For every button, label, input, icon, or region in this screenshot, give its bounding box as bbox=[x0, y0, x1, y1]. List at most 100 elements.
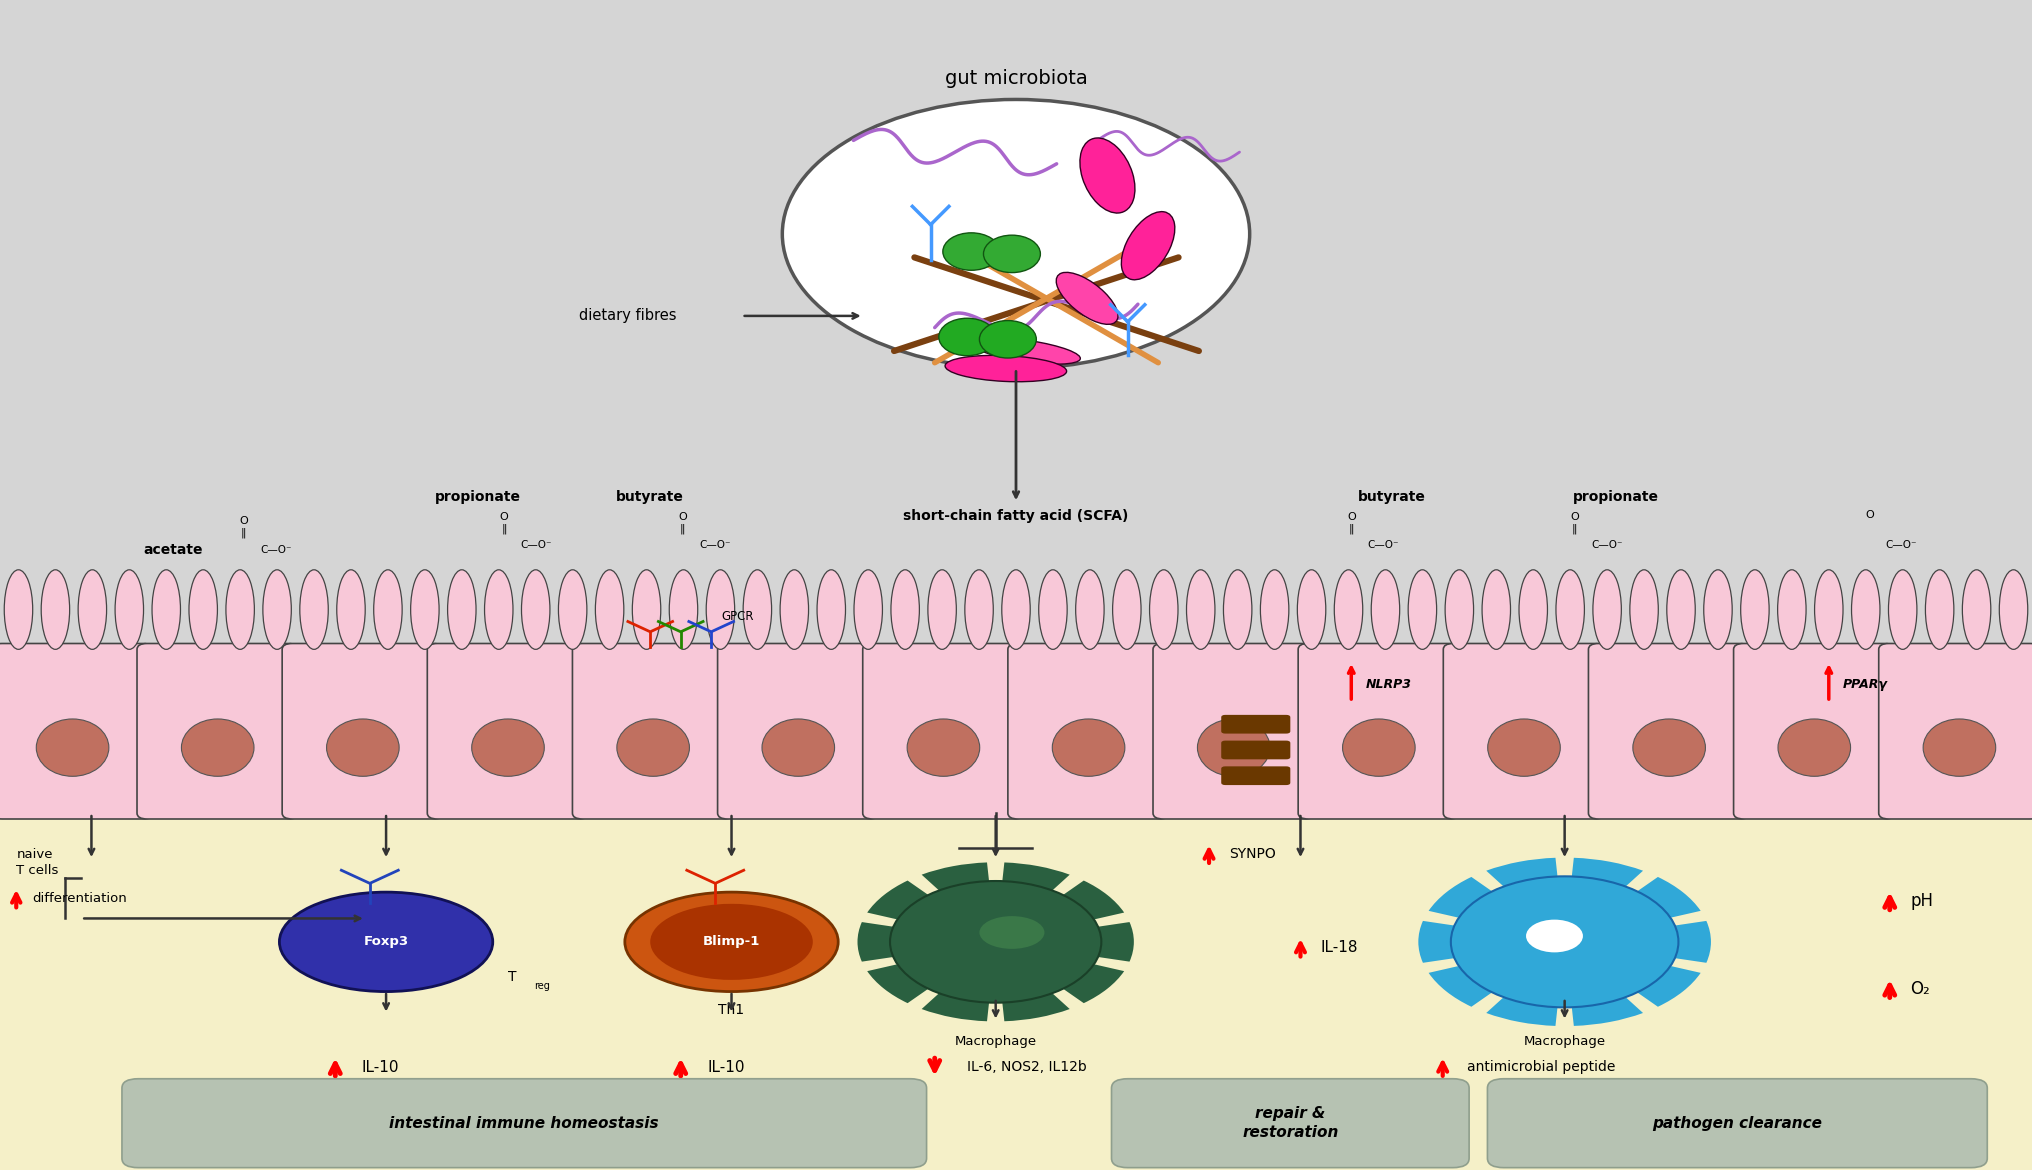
Text: butyrate: butyrate bbox=[1357, 490, 1426, 504]
Ellipse shape bbox=[1922, 718, 1995, 777]
Ellipse shape bbox=[744, 570, 772, 649]
Ellipse shape bbox=[1002, 570, 1030, 649]
Circle shape bbox=[890, 881, 1101, 1003]
FancyBboxPatch shape bbox=[1008, 644, 1168, 819]
Ellipse shape bbox=[1150, 570, 1179, 649]
FancyBboxPatch shape bbox=[0, 644, 152, 819]
Ellipse shape bbox=[1114, 570, 1142, 649]
Text: IL-18: IL-18 bbox=[1321, 941, 1357, 955]
Text: butyrate: butyrate bbox=[616, 490, 685, 504]
Text: pathogen clearance: pathogen clearance bbox=[1652, 1116, 1823, 1130]
Text: ‖: ‖ bbox=[681, 524, 685, 534]
Ellipse shape bbox=[1741, 570, 1770, 649]
Ellipse shape bbox=[116, 570, 144, 649]
Wedge shape bbox=[1565, 878, 1701, 942]
Ellipse shape bbox=[707, 570, 736, 649]
Ellipse shape bbox=[1075, 570, 1103, 649]
Text: intestinal immune homeostasis: intestinal immune homeostasis bbox=[390, 1116, 658, 1130]
Ellipse shape bbox=[1445, 570, 1473, 649]
Ellipse shape bbox=[1778, 570, 1806, 649]
Ellipse shape bbox=[189, 570, 217, 649]
Wedge shape bbox=[868, 881, 996, 942]
Text: differentiation: differentiation bbox=[33, 892, 128, 906]
Ellipse shape bbox=[618, 718, 689, 777]
Wedge shape bbox=[1565, 942, 1644, 1026]
Ellipse shape bbox=[1963, 570, 1991, 649]
Text: C—O⁻: C—O⁻ bbox=[520, 541, 553, 550]
Text: C—O⁻: C—O⁻ bbox=[1591, 541, 1624, 550]
Ellipse shape bbox=[1187, 570, 1215, 649]
Ellipse shape bbox=[943, 233, 1000, 270]
Ellipse shape bbox=[762, 718, 835, 777]
Text: antimicrobial peptide: antimicrobial peptide bbox=[1467, 1060, 1615, 1074]
FancyBboxPatch shape bbox=[0, 679, 2032, 1170]
Text: O: O bbox=[1347, 512, 1355, 522]
Ellipse shape bbox=[1335, 570, 1363, 649]
Text: propionate: propionate bbox=[1573, 490, 1658, 504]
Ellipse shape bbox=[945, 356, 1067, 381]
FancyBboxPatch shape bbox=[1152, 644, 1315, 819]
Text: repair &
restoration: repair & restoration bbox=[1242, 1107, 1339, 1140]
Text: propionate: propionate bbox=[435, 490, 520, 504]
Text: dietary fibres: dietary fibres bbox=[579, 309, 677, 323]
Wedge shape bbox=[996, 881, 1124, 942]
Ellipse shape bbox=[650, 903, 813, 980]
Ellipse shape bbox=[1122, 212, 1174, 280]
Ellipse shape bbox=[853, 570, 882, 649]
Ellipse shape bbox=[1487, 718, 1561, 777]
Polygon shape bbox=[0, 0, 2032, 842]
Ellipse shape bbox=[1053, 718, 1126, 777]
Ellipse shape bbox=[337, 570, 366, 649]
Ellipse shape bbox=[1197, 718, 1270, 777]
Text: IL-10: IL-10 bbox=[362, 1060, 398, 1074]
Text: IL-6, NOS2, IL12b: IL-6, NOS2, IL12b bbox=[967, 1060, 1087, 1074]
Ellipse shape bbox=[226, 570, 254, 649]
Text: Macrophage: Macrophage bbox=[955, 1034, 1036, 1048]
FancyBboxPatch shape bbox=[282, 644, 443, 819]
Wedge shape bbox=[858, 922, 996, 962]
Text: reg: reg bbox=[534, 982, 551, 991]
FancyBboxPatch shape bbox=[136, 644, 299, 819]
Text: IL-10: IL-10 bbox=[707, 1060, 744, 1074]
FancyBboxPatch shape bbox=[427, 644, 589, 819]
Ellipse shape bbox=[374, 570, 402, 649]
Text: acetate: acetate bbox=[142, 543, 203, 557]
FancyBboxPatch shape bbox=[1443, 644, 1605, 819]
Ellipse shape bbox=[626, 892, 837, 992]
Ellipse shape bbox=[632, 570, 660, 649]
Text: gut microbiota: gut microbiota bbox=[945, 69, 1087, 88]
Ellipse shape bbox=[1630, 570, 1658, 649]
Wedge shape bbox=[1418, 921, 1565, 963]
Text: C—O⁻: C—O⁻ bbox=[260, 545, 293, 555]
Wedge shape bbox=[1485, 942, 1565, 1026]
Text: O₂: O₂ bbox=[1910, 979, 1930, 998]
Wedge shape bbox=[1565, 942, 1701, 1006]
Text: Blimp-1: Blimp-1 bbox=[703, 935, 760, 949]
Wedge shape bbox=[923, 942, 996, 1021]
Ellipse shape bbox=[41, 570, 69, 649]
Ellipse shape bbox=[1408, 570, 1437, 649]
Wedge shape bbox=[996, 942, 1124, 1003]
Text: O: O bbox=[500, 512, 508, 522]
Ellipse shape bbox=[817, 570, 845, 649]
Ellipse shape bbox=[1557, 570, 1585, 649]
Ellipse shape bbox=[1372, 570, 1400, 649]
FancyBboxPatch shape bbox=[573, 644, 734, 819]
FancyBboxPatch shape bbox=[1298, 644, 1459, 819]
FancyBboxPatch shape bbox=[864, 644, 1024, 819]
Text: short-chain fatty acid (SCFA): short-chain fatty acid (SCFA) bbox=[904, 509, 1128, 523]
Ellipse shape bbox=[1703, 570, 1731, 649]
Wedge shape bbox=[1485, 858, 1565, 942]
Ellipse shape bbox=[152, 570, 181, 649]
Ellipse shape bbox=[278, 892, 492, 992]
Wedge shape bbox=[1565, 921, 1711, 963]
Text: pH: pH bbox=[1910, 892, 1932, 910]
Ellipse shape bbox=[522, 570, 551, 649]
Text: ‖: ‖ bbox=[242, 528, 246, 537]
Ellipse shape bbox=[181, 718, 254, 777]
Ellipse shape bbox=[37, 718, 110, 777]
Ellipse shape bbox=[4, 570, 33, 649]
Wedge shape bbox=[1428, 942, 1565, 1006]
Ellipse shape bbox=[77, 570, 106, 649]
Text: Foxp3: Foxp3 bbox=[364, 935, 408, 949]
